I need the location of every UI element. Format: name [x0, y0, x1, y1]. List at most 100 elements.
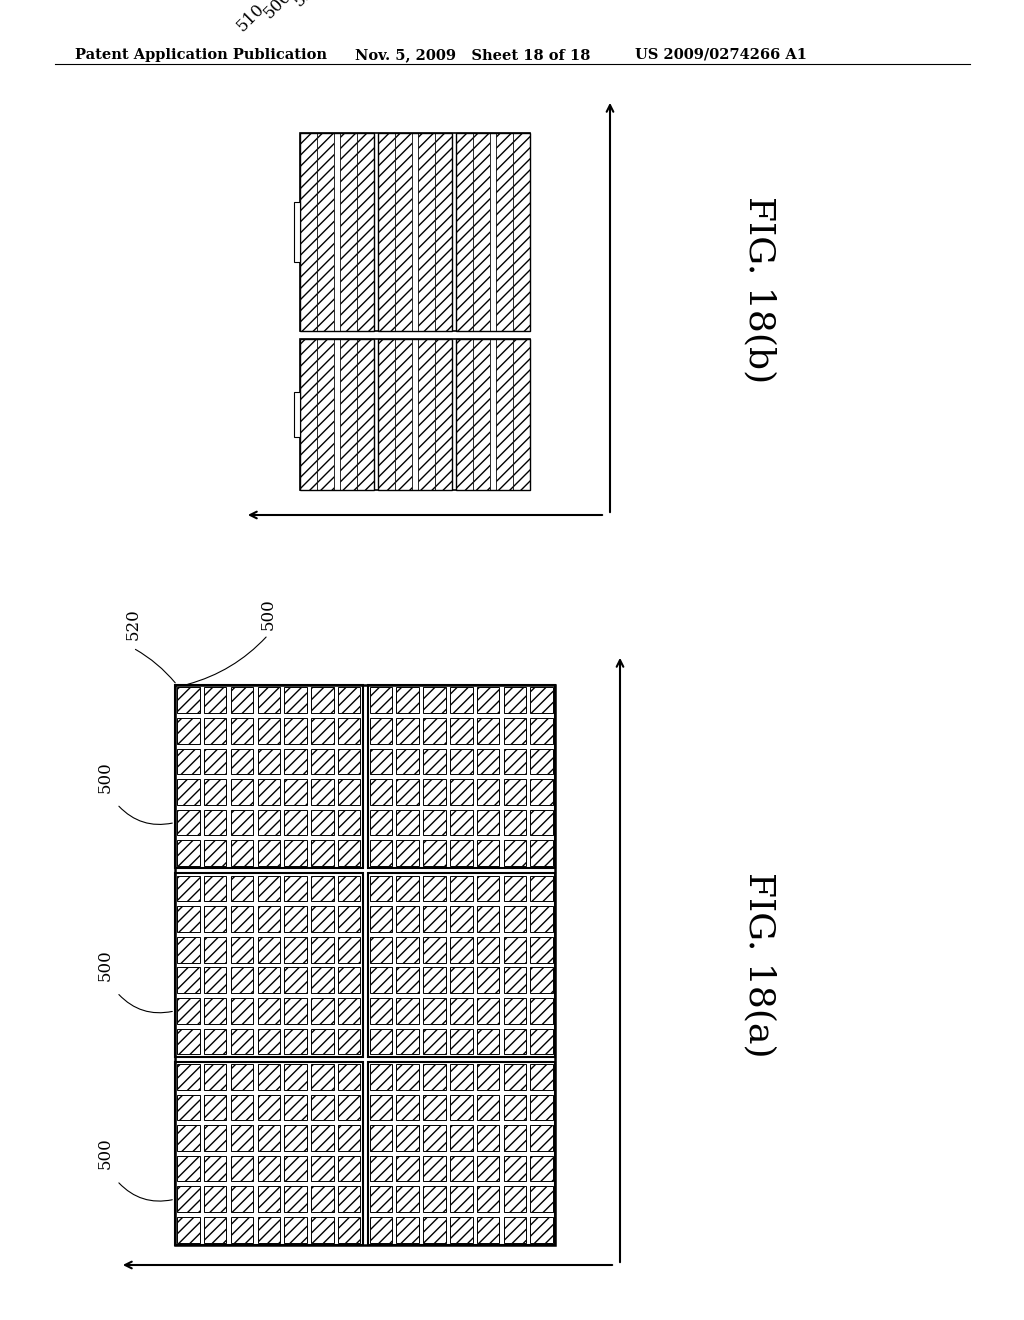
Bar [423, 937, 445, 962]
Bar [450, 688, 472, 713]
Bar [395, 339, 412, 490]
Bar [370, 748, 392, 775]
Bar [294, 202, 300, 261]
Bar [370, 809, 392, 836]
Bar [177, 998, 200, 1024]
Bar [419, 133, 435, 331]
Bar [285, 1125, 307, 1151]
Bar [257, 1028, 280, 1055]
Bar [450, 937, 472, 962]
Bar [477, 937, 500, 962]
Bar [204, 937, 226, 962]
Bar [257, 718, 280, 743]
Bar [285, 688, 307, 713]
Bar [285, 1064, 307, 1090]
Bar [489, 133, 497, 331]
Bar [204, 1094, 226, 1121]
Bar [338, 1156, 360, 1181]
Bar [530, 1094, 553, 1121]
Bar [338, 998, 360, 1024]
Bar [530, 748, 553, 775]
Bar [370, 875, 392, 902]
Bar [396, 1064, 419, 1090]
Bar [477, 968, 500, 993]
Bar [396, 907, 419, 932]
Bar [423, 809, 445, 836]
Bar [477, 1125, 500, 1151]
Text: 520: 520 [290, 0, 325, 11]
Bar [177, 937, 200, 962]
Bar [177, 907, 200, 932]
Bar [338, 1217, 360, 1242]
Bar [338, 1064, 360, 1090]
Bar [175, 874, 362, 1057]
Bar [450, 718, 472, 743]
Bar [204, 1028, 226, 1055]
Bar [230, 968, 253, 993]
Bar [504, 688, 526, 713]
Bar [311, 1094, 334, 1121]
Bar [285, 1028, 307, 1055]
Bar [450, 841, 472, 866]
Text: 520: 520 [125, 609, 141, 640]
Bar [285, 1094, 307, 1121]
Bar [477, 688, 500, 713]
Bar [477, 1064, 500, 1090]
Bar [530, 937, 553, 962]
Bar [450, 1187, 472, 1212]
Bar [423, 779, 445, 805]
Bar [300, 339, 530, 490]
Bar [504, 809, 526, 836]
Bar [300, 133, 316, 331]
Bar [204, 998, 226, 1024]
Bar [204, 968, 226, 993]
Bar [504, 748, 526, 775]
Bar [316, 339, 334, 490]
Bar [177, 779, 200, 805]
Bar [477, 841, 500, 866]
Bar [504, 968, 526, 993]
Bar [489, 339, 497, 490]
Bar [396, 937, 419, 962]
Bar [423, 875, 445, 902]
Bar [477, 998, 500, 1024]
Bar [285, 875, 307, 902]
Bar [396, 809, 419, 836]
Bar [311, 1217, 334, 1242]
Text: 500: 500 [260, 0, 295, 22]
Bar [300, 339, 316, 490]
Bar [285, 841, 307, 866]
Bar [285, 907, 307, 932]
Bar [311, 718, 334, 743]
Bar [423, 907, 445, 932]
Bar [423, 748, 445, 775]
Bar [257, 907, 280, 932]
Bar [257, 809, 280, 836]
Bar [294, 392, 300, 437]
Bar [435, 133, 452, 331]
Bar [396, 1187, 419, 1212]
Bar [338, 1094, 360, 1121]
Bar [504, 718, 526, 743]
Bar [423, 998, 445, 1024]
Bar [257, 779, 280, 805]
Bar [285, 718, 307, 743]
Bar [300, 133, 374, 331]
Bar [311, 937, 334, 962]
Bar [340, 133, 357, 331]
Bar [230, 748, 253, 775]
Bar [338, 1125, 360, 1151]
Bar [423, 1064, 445, 1090]
Bar [204, 875, 226, 902]
Bar [285, 809, 307, 836]
Bar [396, 1094, 419, 1121]
Text: US 2009/0274266 A1: US 2009/0274266 A1 [635, 48, 807, 62]
Bar [311, 809, 334, 836]
Bar [530, 968, 553, 993]
Bar [435, 339, 452, 490]
Bar [177, 841, 200, 866]
Text: 500: 500 [96, 949, 114, 981]
Bar [177, 1028, 200, 1055]
Bar [257, 748, 280, 775]
Bar [230, 841, 253, 866]
